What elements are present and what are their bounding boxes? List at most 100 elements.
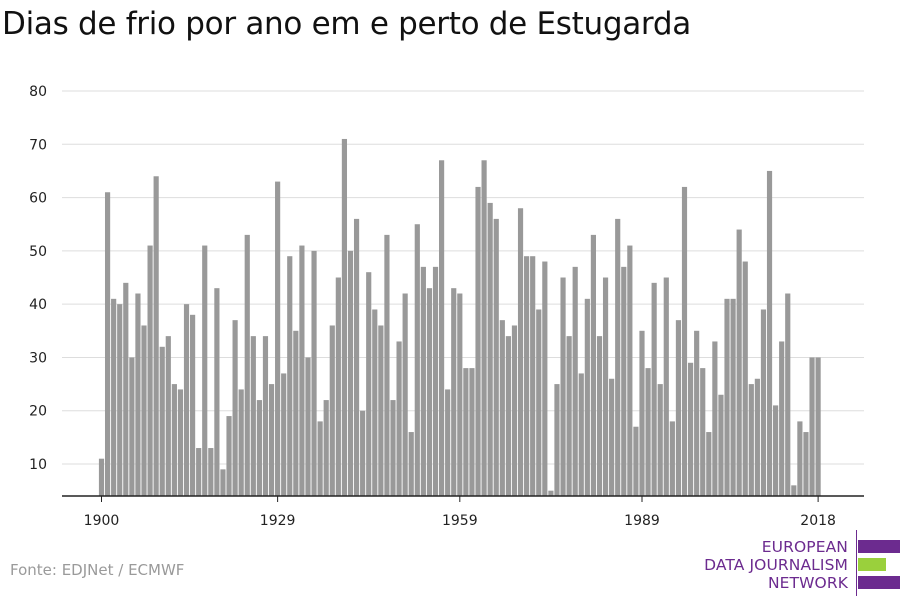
- bar-2010: [766, 170, 773, 496]
- bar-1910: [159, 346, 165, 496]
- bar-1952: [414, 224, 420, 496]
- bar-1904: [123, 282, 129, 496]
- bar-1915: [190, 314, 196, 496]
- bar-1911: [165, 336, 171, 496]
- y-tick-label-40: 40: [29, 297, 47, 313]
- bar-1968: [511, 325, 518, 496]
- bar-1940: [341, 138, 348, 497]
- y-tick-label-60: 60: [29, 191, 47, 207]
- bar-1951: [408, 432, 414, 496]
- bar-2012: [779, 341, 785, 496]
- bar-1985: [615, 218, 621, 497]
- bar-2008: [754, 378, 760, 496]
- bar-chart: 10 20 30 40 50 60 70 80 1900 1929 1959 1989 2018: [29, 84, 864, 529]
- bar-1984: [609, 378, 615, 496]
- bar-1920: [220, 469, 226, 496]
- bar-1946: [378, 325, 384, 496]
- bar-1936: [317, 421, 323, 496]
- bar-2015: [797, 421, 803, 496]
- bar-1905: [129, 357, 135, 496]
- bar-2014: [791, 485, 797, 496]
- bar-1979: [578, 373, 584, 496]
- bar-2018: [815, 357, 821, 496]
- x-tick-label-1959: 1959: [442, 513, 478, 529]
- bar-1957: [445, 389, 451, 496]
- bar-1941: [347, 250, 354, 496]
- bar-2004: [730, 298, 736, 496]
- bar-1987: [627, 245, 633, 496]
- bar-1921: [226, 416, 232, 496]
- x-axis-ticks: 1900 1929 1959 1989 2018: [84, 496, 836, 529]
- y-tick-label-10: 10: [29, 457, 47, 473]
- edjnet-logo: EUROPEAN DATA JOURNALISM NETWORK: [700, 530, 900, 596]
- bar-1991: [651, 282, 657, 496]
- bar-1969: [517, 208, 524, 496]
- bar-1929: [275, 181, 281, 496]
- y-tick-label-30: 30: [29, 350, 47, 366]
- y-tick-label-70: 70: [29, 137, 47, 153]
- bar-1934: [305, 357, 311, 496]
- bar-1971: [530, 256, 536, 496]
- bar-1947: [384, 234, 390, 496]
- bar-2013: [785, 293, 791, 496]
- bar-1950: [402, 293, 408, 496]
- bar-1945: [372, 309, 378, 496]
- bar-2005: [736, 229, 742, 497]
- y-axis-tick-labels: 10 20 30 40 50 60 70 80: [29, 84, 47, 473]
- bar-1961: [469, 368, 475, 496]
- bar-1901: [104, 192, 111, 496]
- bar-1966: [499, 320, 505, 496]
- bars: [98, 138, 821, 497]
- bar-1917: [202, 245, 208, 496]
- bar-1988: [633, 426, 639, 496]
- bar-1959: [457, 293, 463, 496]
- bar-1956: [439, 160, 445, 497]
- bar-1927: [262, 336, 269, 496]
- bar-1908: [147, 245, 153, 496]
- bar-1919: [214, 288, 220, 496]
- bar-1992: [657, 384, 663, 496]
- bar-1986: [621, 266, 627, 496]
- bar-1995: [675, 320, 682, 496]
- bar-1989: [639, 330, 645, 496]
- bar-1970: [524, 256, 530, 496]
- bar-1907: [141, 325, 147, 496]
- bar-1964: [487, 202, 493, 496]
- logo-bar-green: [858, 558, 886, 571]
- bar-1981: [590, 234, 596, 496]
- bar-1924: [244, 234, 250, 496]
- source-note: Fonte: EDJNet / ECMWF: [10, 561, 185, 579]
- y-tick-label-20: 20: [29, 404, 47, 420]
- bar-1972: [536, 309, 542, 496]
- logo-text-line-3: NETWORK: [767, 574, 848, 592]
- bar-2003: [724, 298, 730, 496]
- bar-1975: [554, 384, 560, 496]
- bar-1928: [268, 384, 275, 496]
- bar-1913: [177, 389, 184, 496]
- bar-1963: [481, 160, 487, 497]
- bar-1993: [663, 277, 669, 496]
- bar-1996: [681, 186, 688, 496]
- bar-2017: [809, 357, 815, 496]
- bar-2006: [742, 261, 748, 496]
- bar-1949: [396, 341, 402, 496]
- bar-1999: [700, 368, 706, 496]
- chart-title: Dias de frio por ano em e perto de Estug…: [2, 6, 691, 42]
- bar-1997: [687, 362, 694, 496]
- y-tick-label-50: 50: [29, 244, 47, 260]
- bar-1900: [98, 458, 105, 496]
- bar-2002: [718, 394, 724, 496]
- bar-1903: [117, 304, 123, 496]
- bar-2009: [760, 309, 767, 496]
- bar-1916: [196, 448, 202, 496]
- x-tick-label-1989: 1989: [624, 513, 660, 529]
- bar-1994: [669, 421, 675, 496]
- bar-1978: [572, 266, 578, 496]
- logo-text-line-2: DATA JOURNALISM: [704, 556, 848, 574]
- logo-bar-purple-bottom: [858, 576, 900, 589]
- bar-1967: [505, 336, 511, 496]
- bar-1931: [287, 256, 293, 496]
- bar-1948: [390, 400, 396, 496]
- x-tick-label-1900: 1900: [84, 513, 120, 529]
- bar-1983: [602, 277, 609, 496]
